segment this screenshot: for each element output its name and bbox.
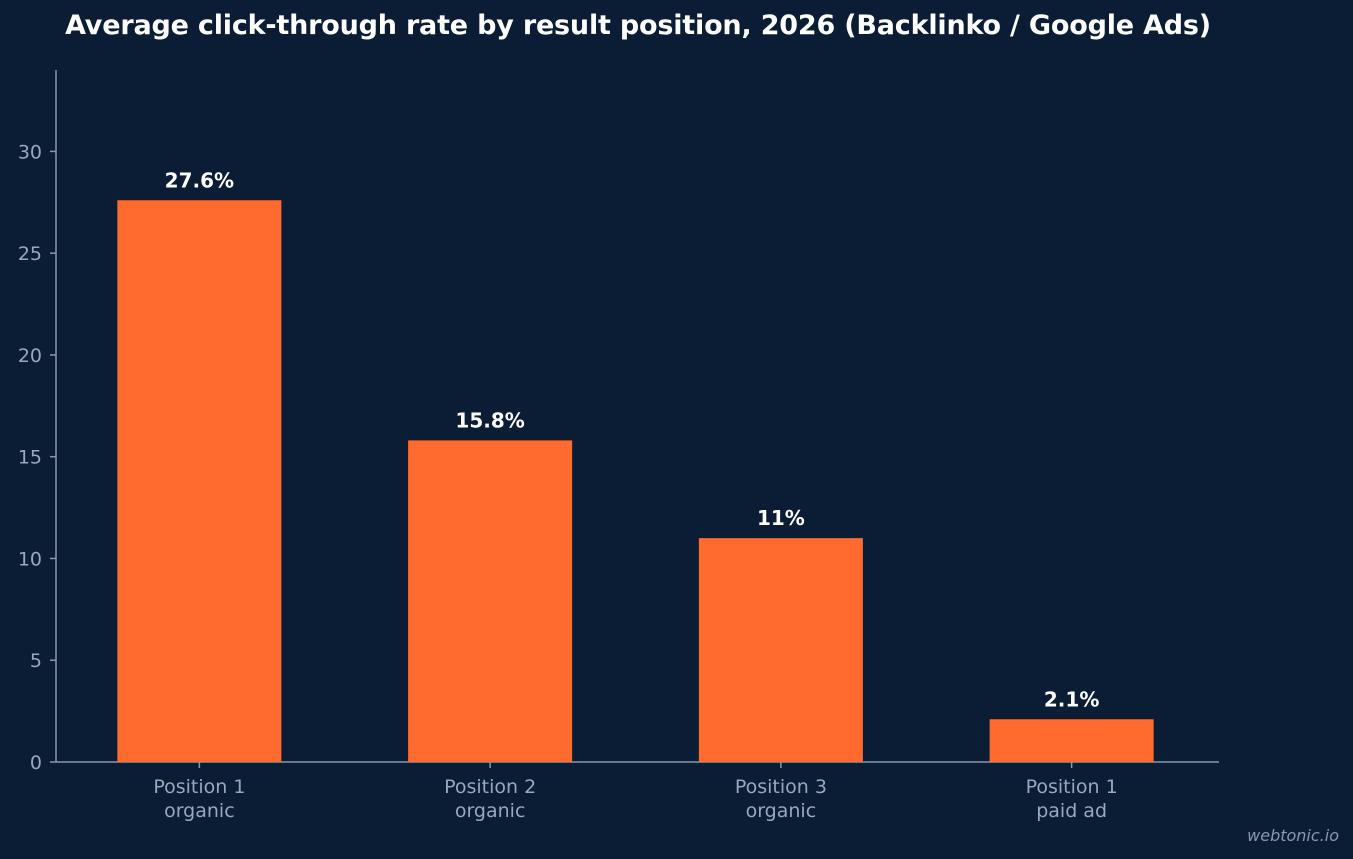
watermark: webtonic.io [1247,826,1339,845]
y-tick-label: 25 [18,243,42,265]
chart-title: Average click-through rate by result pos… [65,10,1211,41]
x-tick-label: paid ad [1036,800,1107,822]
bar [698,538,863,762]
bar [989,719,1154,762]
x-tick-label: Position 3 [735,776,827,798]
y-tick-label: 30 [18,141,42,163]
x-tick-label: organic [164,800,235,822]
x-tick-label: organic [455,800,526,822]
data-label: 11% [757,506,805,530]
x-tick-label: organic [746,800,817,822]
y-tick-label: 10 [18,548,42,570]
bar [117,200,282,763]
x-tick-label: Position 2 [444,776,536,798]
data-label: 27.6% [165,168,234,192]
y-tick-label: 20 [18,345,42,367]
x-tick-label: Position 1 [153,776,245,798]
x-tick-label: Position 1 [1026,776,1118,798]
y-tick-label: 0 [30,752,42,774]
bar [408,440,573,762]
data-label: 15.8% [455,408,524,432]
data-label: 2.1% [1044,687,1099,711]
y-tick-label: 15 [18,447,42,469]
y-tick-label: 5 [30,650,42,672]
